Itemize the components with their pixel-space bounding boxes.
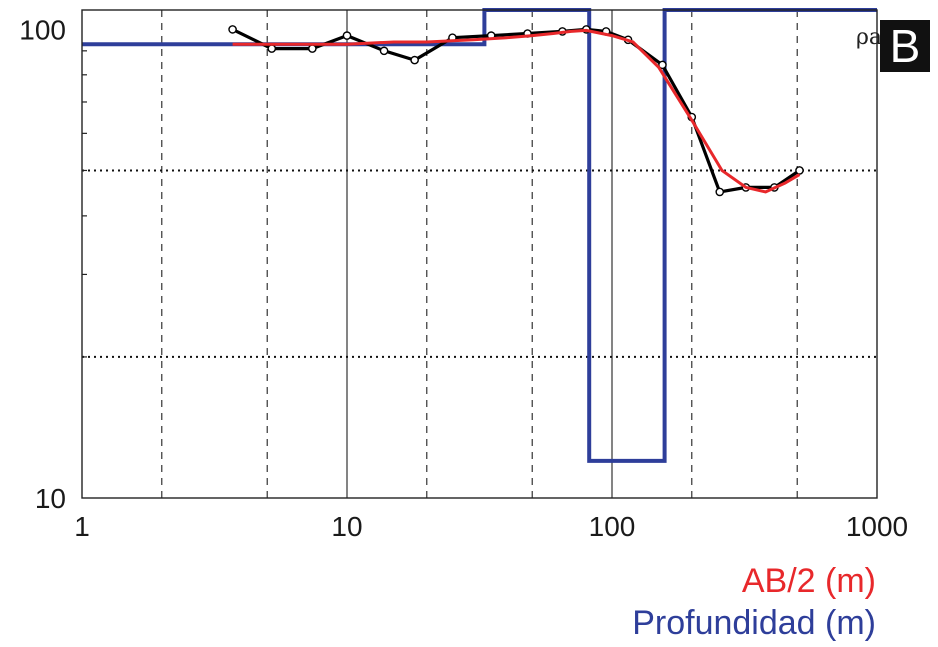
series-calculated-line — [232, 28, 801, 194]
series-observed-point — [410, 55, 419, 65]
plot-frame — [81, 9, 878, 499]
series-observed-point — [342, 31, 352, 40]
y-tick-label: 10 — [35, 483, 66, 514]
tick-labels: 1 10 100 1000 10 100 — [19, 14, 908, 542]
series-observed-point — [267, 44, 277, 53]
series-observed-point — [308, 44, 317, 53]
series-observed-point — [795, 166, 804, 175]
x-axis-label-profundidad: Profundidad (m) — [632, 604, 876, 642]
series-observed-point — [658, 60, 667, 70]
y-tick-label: 100 — [19, 14, 66, 45]
grid-lines — [82, 10, 877, 498]
x-tick-label: 1 — [74, 511, 90, 542]
panel-label-badge: B — [880, 20, 930, 72]
x-tick-label: 10 — [331, 511, 362, 542]
series-layer-model-line — [82, 8, 877, 463]
series-observed-line — [231, 27, 801, 194]
resistivity-sounding-chart: 1 10 100 1000 10 100 — [19, 8, 908, 542]
x-tick-label: 100 — [589, 511, 636, 542]
x-axis-label-ab2: AB/2 (m) — [741, 562, 876, 600]
series-observed-point — [228, 25, 237, 34]
y-axis-label: ρa — [856, 25, 883, 50]
data-series — [82, 8, 877, 463]
series-observed-point — [379, 46, 389, 56]
series-observed-point — [715, 187, 725, 197]
x-tick-label: 1000 — [846, 511, 908, 542]
